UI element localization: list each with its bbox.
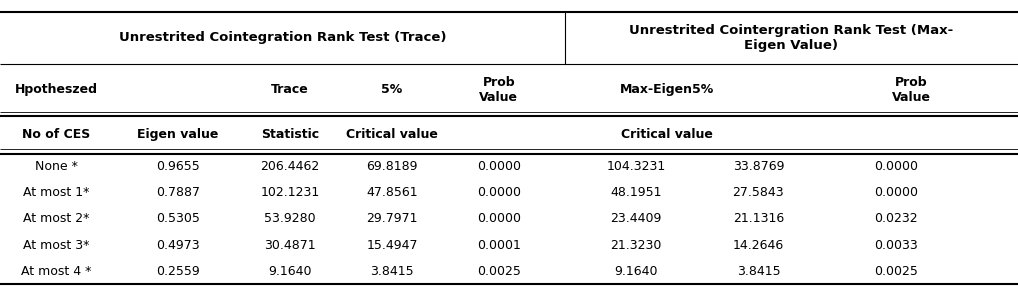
Text: 0.4973: 0.4973 <box>157 239 200 251</box>
Text: 0.5305: 0.5305 <box>156 213 201 225</box>
Text: 30.4871: 30.4871 <box>265 239 316 251</box>
Text: 29.7971: 29.7971 <box>366 213 417 225</box>
Text: 9.1640: 9.1640 <box>615 265 658 278</box>
Text: 0.0000: 0.0000 <box>873 160 918 173</box>
Text: Statistic: Statistic <box>261 128 320 141</box>
Text: Trace: Trace <box>271 84 309 96</box>
Text: 0.0000: 0.0000 <box>476 160 521 173</box>
Text: Critical value: Critical value <box>346 128 438 141</box>
Text: 0.7887: 0.7887 <box>156 186 201 199</box>
Text: 47.8561: 47.8561 <box>366 186 417 199</box>
Text: 15.4947: 15.4947 <box>366 239 417 251</box>
Text: 0.0232: 0.0232 <box>874 213 917 225</box>
Text: 0.0025: 0.0025 <box>476 265 521 278</box>
Text: 3.8415: 3.8415 <box>371 265 413 278</box>
Text: 27.5843: 27.5843 <box>733 186 784 199</box>
Text: 5%: 5% <box>382 84 402 96</box>
Text: 33.8769: 33.8769 <box>733 160 784 173</box>
Text: At most 2*: At most 2* <box>22 213 90 225</box>
Text: At most 3*: At most 3* <box>22 239 90 251</box>
Text: 0.0025: 0.0025 <box>873 265 918 278</box>
Text: 23.4409: 23.4409 <box>611 213 662 225</box>
Text: 0.0000: 0.0000 <box>476 213 521 225</box>
Text: 0.9655: 0.9655 <box>157 160 200 173</box>
Text: At most 4 *: At most 4 * <box>20 265 92 278</box>
Text: None *: None * <box>35 160 77 173</box>
Text: 48.1951: 48.1951 <box>611 186 662 199</box>
Text: No of CES: No of CES <box>21 128 91 141</box>
Text: 0.0000: 0.0000 <box>873 186 918 199</box>
Text: 21.3230: 21.3230 <box>611 239 662 251</box>
Text: 0.0000: 0.0000 <box>476 186 521 199</box>
Text: 14.2646: 14.2646 <box>733 239 784 251</box>
Text: Critical value: Critical value <box>621 128 713 141</box>
Text: 21.1316: 21.1316 <box>733 213 784 225</box>
Text: Unrestrited Cointergration Rank Test (Max-
Eigen Value): Unrestrited Cointergration Rank Test (Ma… <box>629 24 954 52</box>
Text: 0.2559: 0.2559 <box>157 265 200 278</box>
Text: 69.8189: 69.8189 <box>366 160 417 173</box>
Text: 9.1640: 9.1640 <box>269 265 312 278</box>
Text: Prob
Value: Prob Value <box>892 76 930 104</box>
Text: Prob
Value: Prob Value <box>479 76 518 104</box>
Text: 206.4462: 206.4462 <box>261 160 320 173</box>
Text: 0.0033: 0.0033 <box>874 239 917 251</box>
Text: At most 1*: At most 1* <box>22 186 90 199</box>
Text: 3.8415: 3.8415 <box>737 265 780 278</box>
Text: 102.1231: 102.1231 <box>261 186 320 199</box>
Text: Unrestrited Cointegration Rank Test (Trace): Unrestrited Cointegration Rank Test (Tra… <box>119 31 446 44</box>
Text: 53.9280: 53.9280 <box>265 213 316 225</box>
Text: 104.3231: 104.3231 <box>607 160 666 173</box>
Text: Hpotheszed: Hpotheszed <box>14 84 98 96</box>
Text: Max-Eigen5%: Max-Eigen5% <box>620 84 714 96</box>
Text: Eigen value: Eigen value <box>137 128 219 141</box>
Text: 0.0001: 0.0001 <box>476 239 521 251</box>
